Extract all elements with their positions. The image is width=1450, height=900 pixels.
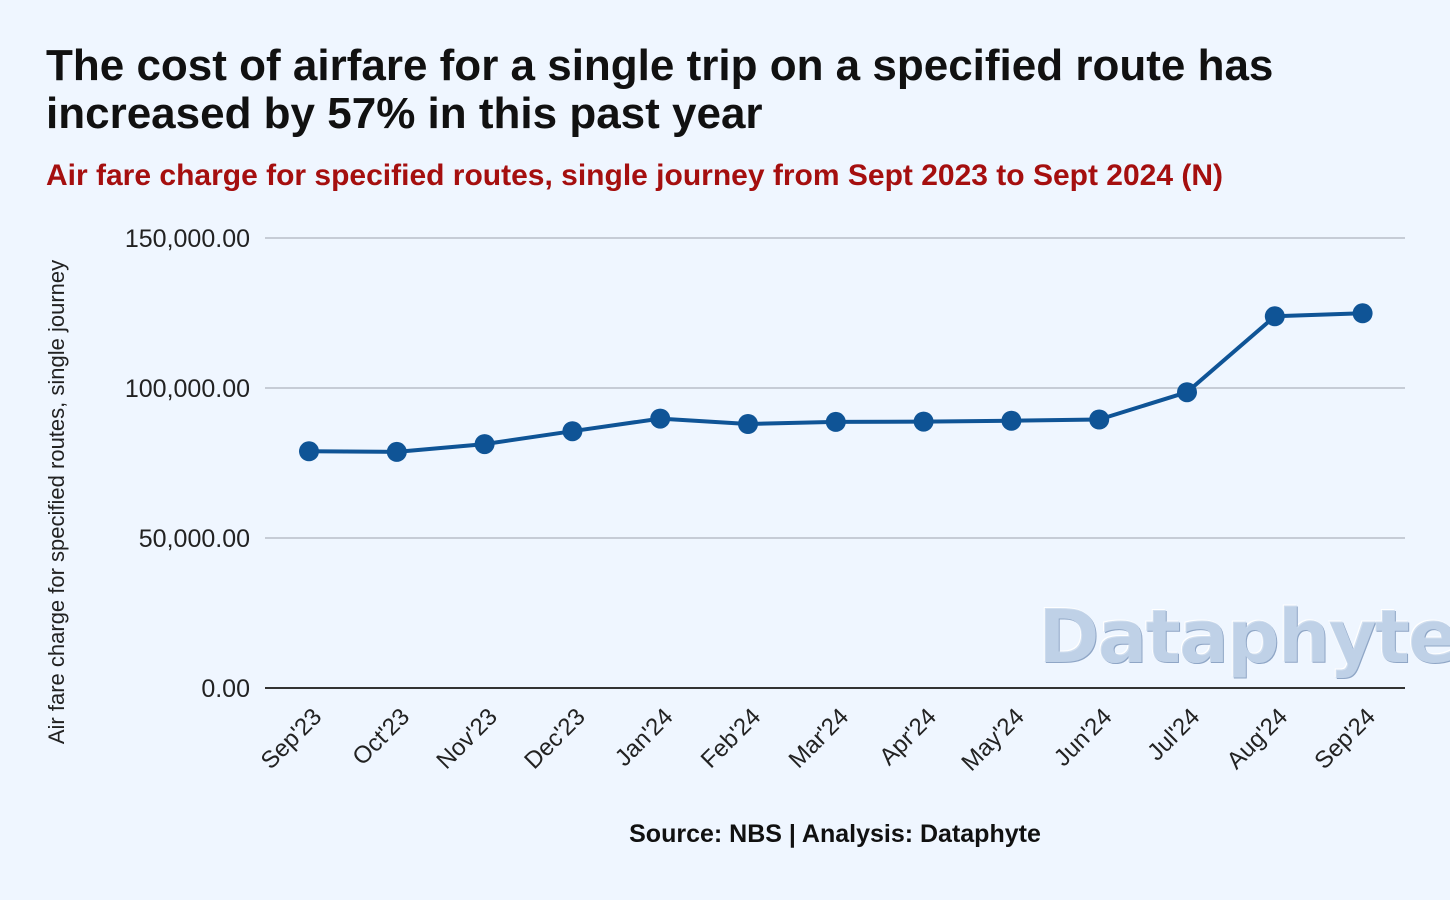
- y-tick-label: 0.00: [201, 675, 250, 703]
- x-tick-label: Dec'23: [519, 703, 590, 774]
- y-axis-tick-labels: 0.00 50,000.00 100,000.00 150,000.00: [125, 225, 250, 703]
- y-tick-label: 50,000.00: [139, 525, 250, 553]
- data-point: [1352, 303, 1373, 324]
- x-tick-label: Nov'23: [431, 703, 502, 774]
- x-tick-label: Oct'23: [347, 703, 415, 771]
- source-note: Source: NBS | Analysis: Dataphyte: [629, 820, 1041, 848]
- y-axis-label: Air fare charge for specified routes, si…: [44, 260, 69, 744]
- x-tick-label: Aug'24: [1222, 703, 1293, 774]
- x-tick-label: Jun'24: [1049, 703, 1118, 772]
- dataphyte-watermark-logo: Dataphyte: [1038, 594, 1450, 680]
- data-point: [562, 421, 583, 442]
- gridlines: [265, 237, 1405, 539]
- x-axis-tick-labels: Sep'23 Oct'23 Nov'23 Dec'23 Jan'24 Feb'24 Mar'…: [256, 703, 1381, 776]
- data-point: [299, 441, 319, 462]
- chart-title: The cost of airfare for a single trip on…: [46, 41, 1274, 138]
- data-point: [650, 408, 671, 429]
- data-points: [299, 303, 1373, 462]
- data-point: [474, 434, 495, 455]
- data-point: [1001, 410, 1022, 431]
- x-tick-label: Mar'24: [784, 703, 854, 773]
- x-tick-label: Sep'23: [256, 703, 327, 774]
- data-point: [1089, 409, 1110, 430]
- data-point: [1177, 382, 1197, 403]
- x-tick-label: Feb'24: [696, 703, 766, 773]
- chart-subtitle: Air fare charge for specified routes, si…: [46, 159, 1224, 192]
- data-point: [1264, 306, 1285, 327]
- data-point: [738, 414, 758, 434]
- data-point: [825, 411, 846, 432]
- y-tick-label: 150,000.00: [125, 225, 250, 253]
- x-tick-label: Apr'24: [874, 703, 942, 771]
- y-tick-label: 100,000.00: [125, 375, 250, 403]
- x-tick-label: Jan'24: [610, 703, 679, 772]
- x-tick-label: Sep'24: [1309, 703, 1380, 774]
- line-chart: 0.00 50,000.00 100,000.00 150,000.00 Air fa…: [44, 225, 1405, 776]
- x-tick-label: May'24: [956, 703, 1029, 776]
- x-tick-label: Jul'24: [1142, 703, 1205, 766]
- data-point: [913, 411, 934, 432]
- data-point: [386, 441, 407, 462]
